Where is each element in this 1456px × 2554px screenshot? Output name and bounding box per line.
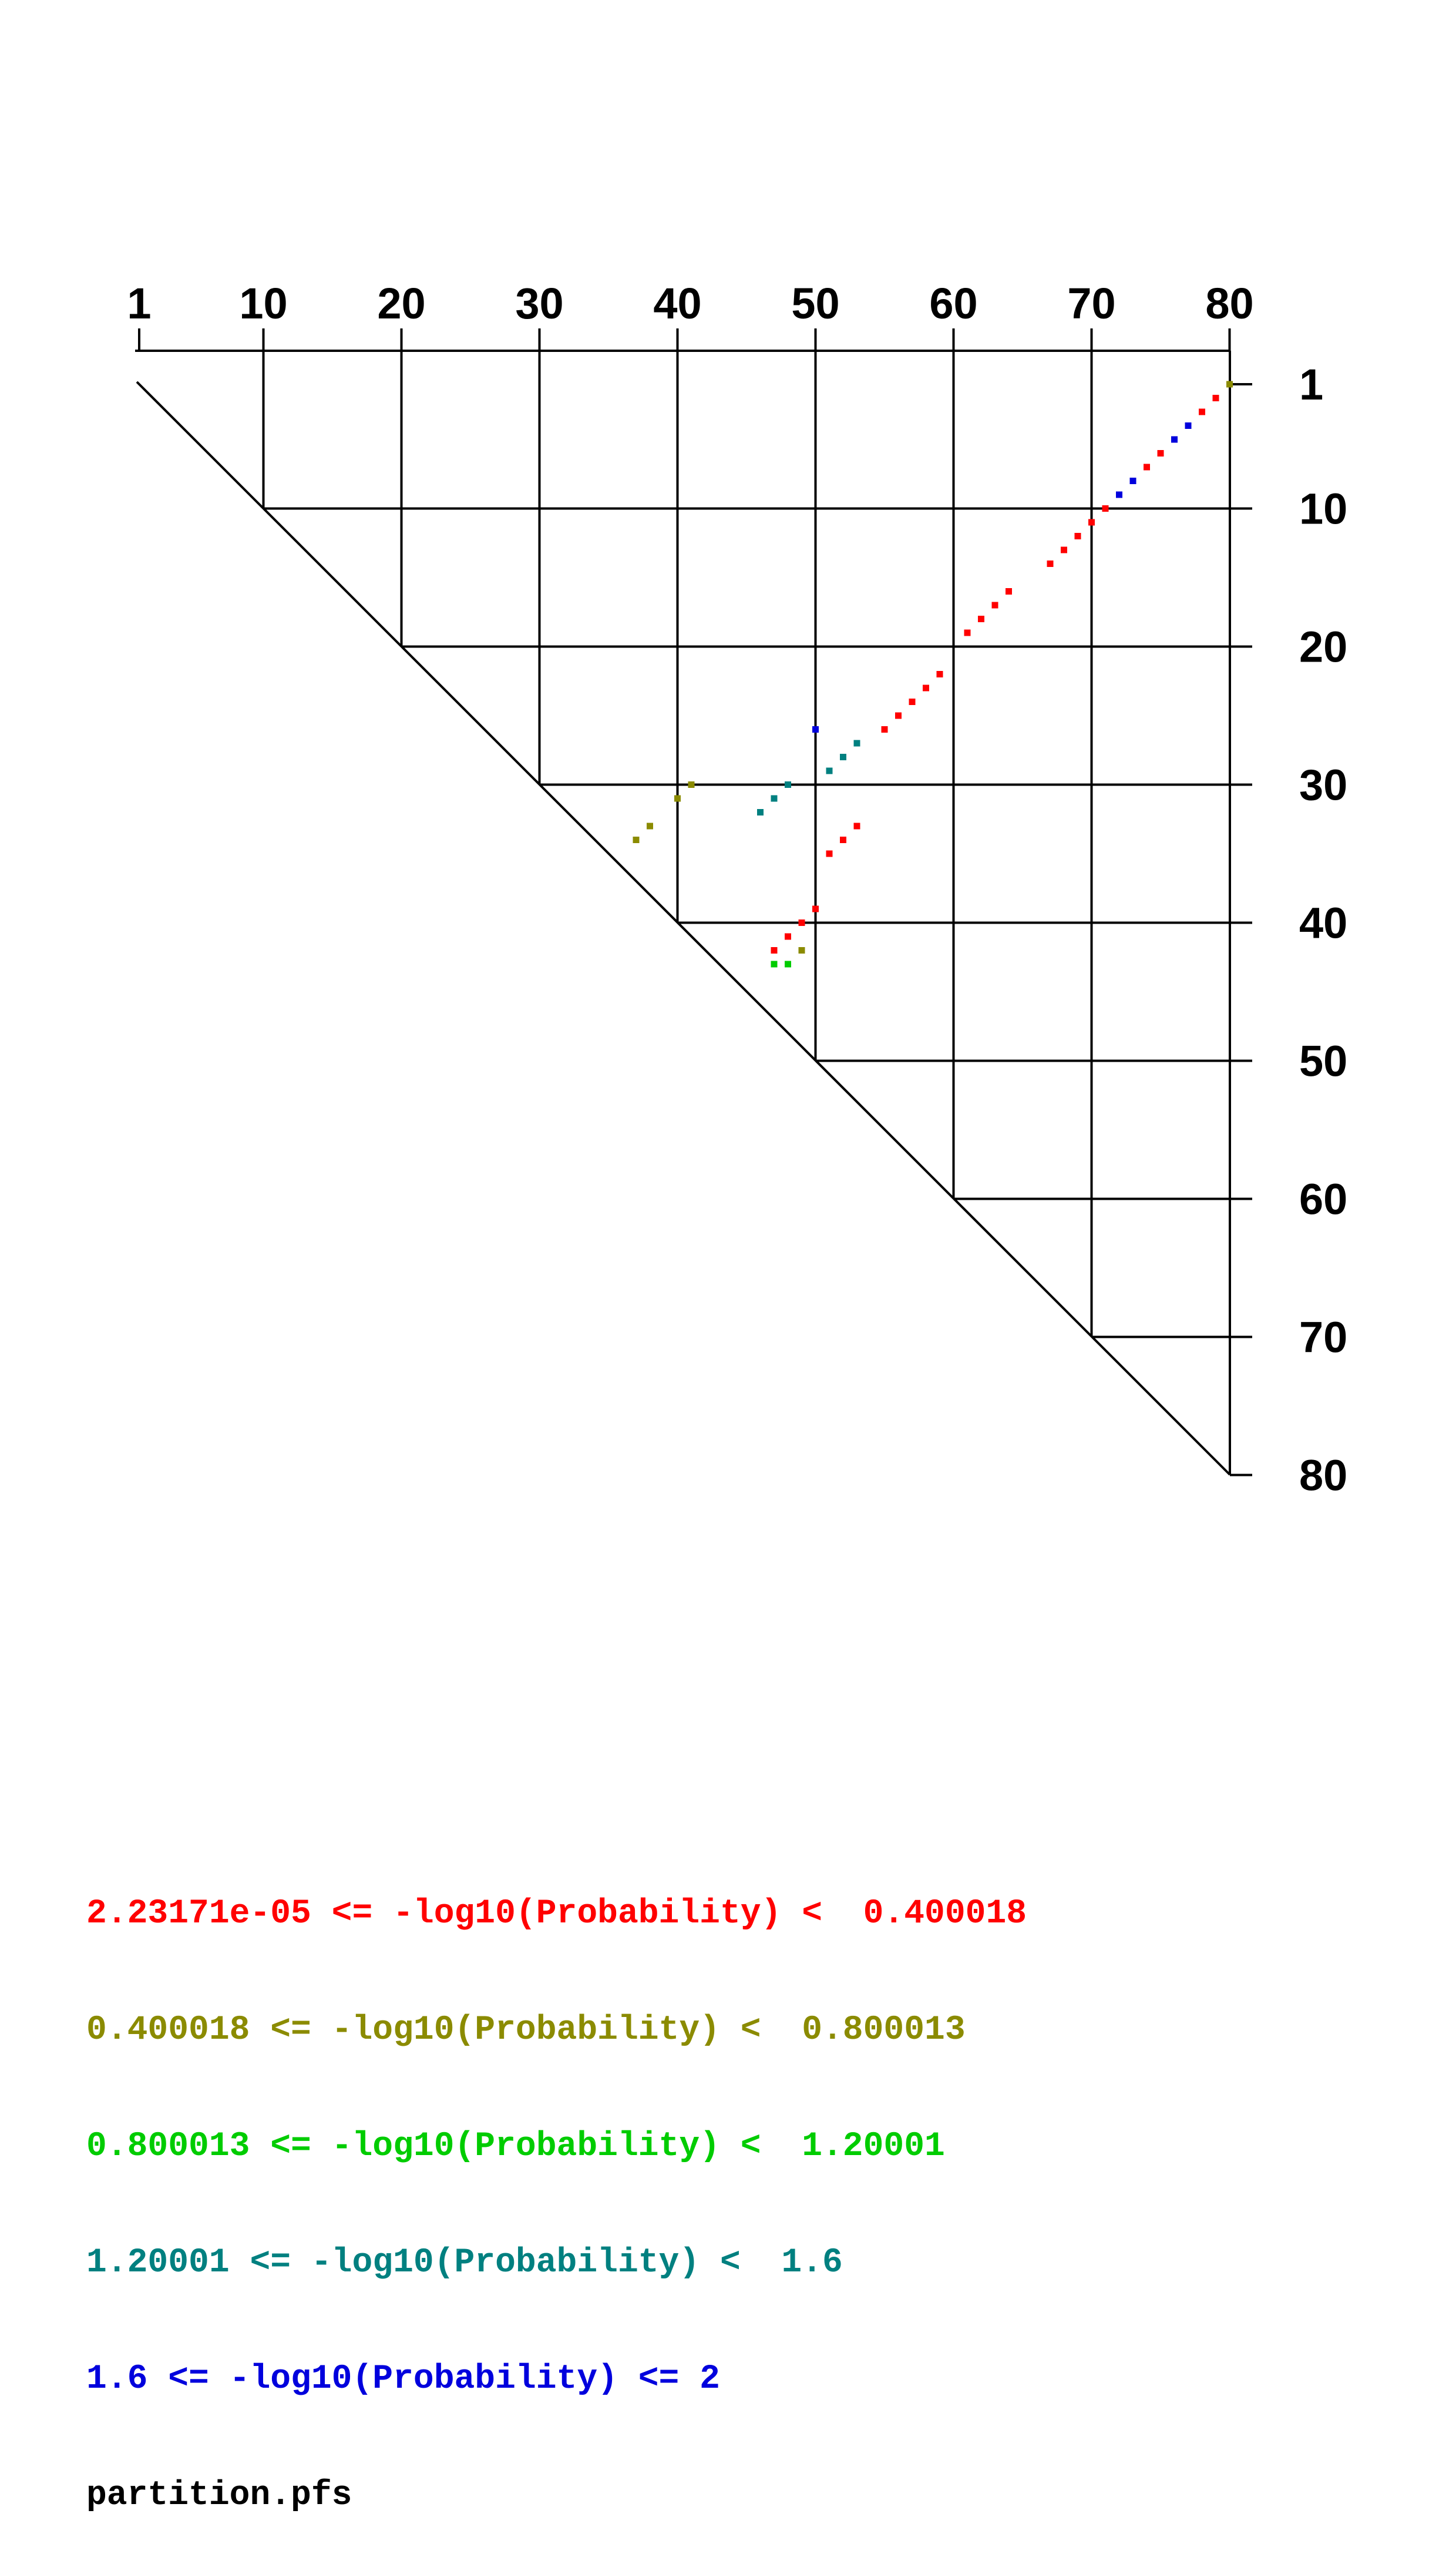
dot-24-57 (909, 699, 916, 705)
dot-32-46 (757, 809, 764, 815)
dot-16-64 (1006, 588, 1012, 595)
dot-33-53 (853, 823, 860, 830)
dot-11-70 (1088, 519, 1095, 526)
x-tick-label-60: 60 (929, 279, 977, 328)
x-tick-label-80: 80 (1205, 279, 1253, 328)
dot-39-50 (812, 905, 819, 912)
dot-8-73 (1129, 478, 1136, 484)
dot-17-63 (991, 602, 998, 609)
dot-3-78 (1199, 408, 1205, 415)
dot-34-52 (840, 837, 846, 843)
legend-line-5: 1.6 <= -log10(Probability) <= 2 (86, 2360, 720, 2398)
dot-31-40 (674, 795, 681, 802)
y-tick-label-50: 50 (1299, 1037, 1347, 1086)
legend: 2.23171e-05 <= -log10(Probability) < 0.4… (86, 1817, 1027, 2554)
legend-filename: partition.pfs (86, 2476, 352, 2515)
x-tick-label-40: 40 (653, 279, 701, 328)
y-tick-label-70: 70 (1299, 1313, 1347, 1362)
dot-30-41 (688, 781, 695, 788)
dot-25-56 (895, 712, 902, 719)
y-tick-label-30: 30 (1299, 761, 1347, 810)
legend-line-2: 0.400018 <= -log10(Probability) < 0.8000… (86, 2011, 966, 2049)
dot-42-49 (798, 947, 805, 954)
dot-30-48 (785, 781, 791, 788)
x-tick-label-70: 70 (1067, 279, 1115, 328)
legend-line-4: 1.20001 <= -log10(Probability) < 1.6 (86, 2244, 843, 2282)
dot-40-49 (798, 919, 805, 926)
x-tick-label-50: 50 (791, 279, 839, 328)
probability-dot-plot: 1 10 20 30 40 50 60 70 80 1 10 20 30 40 50 60 70 80 (127, 279, 1347, 1500)
dot-6-75 (1157, 450, 1164, 457)
dot-26-50 (812, 726, 819, 733)
dot-27-53 (853, 740, 860, 747)
x-tick-label-1: 1 (127, 279, 151, 328)
dot-33-38 (647, 823, 653, 830)
dot-42-47 (771, 947, 778, 954)
diagonal-line (136, 381, 1231, 1476)
dot-35-51 (826, 850, 833, 857)
dot-28-52 (840, 754, 846, 760)
dot-41-48 (785, 933, 791, 940)
dot-14-67 (1047, 561, 1054, 567)
dot-23-58 (923, 684, 929, 692)
x-tick-label-30: 30 (515, 279, 563, 328)
legend-line-1: 2.23171e-05 <= -log10(Probability) < 0.4… (86, 1895, 1027, 1933)
y-tick-label-60: 60 (1299, 1175, 1347, 1224)
y-tick-label-20: 20 (1299, 623, 1347, 672)
dot-9-72 (1116, 491, 1122, 498)
dot-2-79 (1212, 395, 1219, 401)
dot-13-68 (1061, 546, 1067, 553)
y-tick-label-80: 80 (1299, 1451, 1347, 1500)
dot-22-59 (936, 671, 943, 677)
dot-26-55 (881, 726, 888, 733)
dot-43-48 (785, 961, 791, 968)
dot-12-69 (1074, 533, 1081, 539)
dot-5-76 (1171, 436, 1178, 443)
dot-43-47 (771, 961, 778, 968)
x-tick-label-10: 10 (239, 279, 287, 328)
dot-19-61 (964, 629, 971, 636)
dot-4-77 (1185, 422, 1192, 429)
dot-29-51 (826, 767, 833, 774)
x-tick-label-20: 20 (377, 279, 425, 328)
dot-31-47 (771, 795, 778, 802)
dot-1-80 (1226, 381, 1233, 388)
y-tick-label-1: 1 (1299, 360, 1323, 409)
legend-line-3: 0.800013 <= -log10(Probability) < 1.2000… (86, 2127, 945, 2166)
y-tick-label-40: 40 (1299, 899, 1347, 948)
y-tick-label-10: 10 (1299, 485, 1347, 533)
dot-10-71 (1102, 505, 1109, 512)
dot-7-74 (1144, 464, 1150, 471)
dot-34-37 (633, 837, 640, 843)
dot-18-62 (978, 616, 984, 622)
